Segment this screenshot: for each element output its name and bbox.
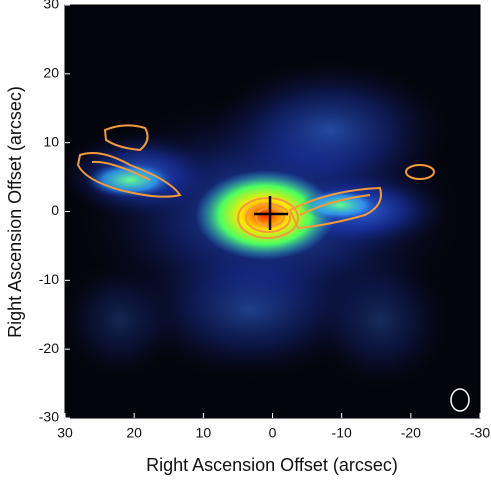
- y-tick-label: 10: [43, 133, 59, 149]
- x-tick-label: 0: [269, 425, 277, 441]
- y-tick-label: 0: [51, 202, 59, 218]
- contours: [76, 124, 435, 239]
- x-tick-label: 30: [57, 425, 73, 441]
- x-tick-label: -20: [401, 425, 421, 441]
- x-tick-label: -10: [332, 425, 352, 441]
- y-tick-label: -20: [39, 340, 59, 356]
- cross-marker: [254, 196, 288, 230]
- image: [65, 5, 480, 418]
- y-tick-label: -10: [39, 271, 59, 287]
- x-tick-label: -30: [470, 425, 490, 441]
- y-tick-label: -30: [39, 409, 59, 425]
- y-tick-label: 30: [43, 0, 59, 12]
- beam: [450, 388, 470, 412]
- x-axis-title: Right Ascension Offset (arcsec): [146, 455, 398, 475]
- y-axis-title: Right Ascension Offset (arcsec): [5, 86, 25, 338]
- x-tick-label: 20: [126, 425, 142, 441]
- x-tick-label: 10: [196, 425, 212, 441]
- y-tick-label: 20: [43, 65, 59, 81]
